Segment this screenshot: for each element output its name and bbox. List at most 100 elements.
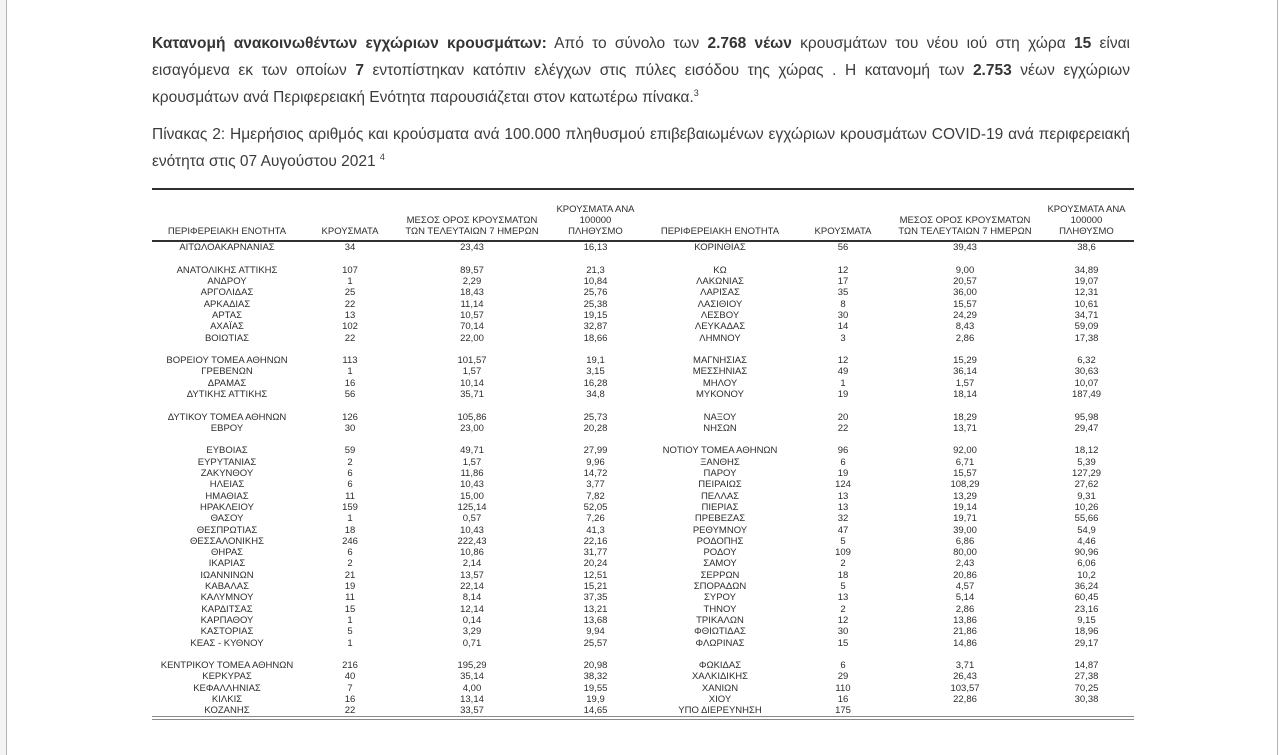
avg-7day-cell (891, 705, 1039, 718)
region-name-cell: ΚΕΦΑΛΛΗΝΙΑΣ (193, 682, 261, 694)
per-100k-cell: 9,94 (586, 626, 605, 638)
avg-7day-cell: 70,14 (460, 321, 484, 333)
table-row: ΑΡΓΟΛΙΔΑΣ 25 18,43 25,76 ΛΑΡΙΣΑΣ 35 36,00 12,31 (152, 287, 1134, 298)
spacer-cell (152, 434, 1134, 445)
table-row: ΔΡΑΜΑΣ 16 10,14 16,28 ΜΗΛΟΥ 1 1,57 10,07 (152, 378, 1134, 389)
per-100k-cell: 19,9 (586, 694, 605, 706)
avg-7day-cell: 23,00 (460, 422, 484, 434)
cases-count-cell: 32 (837, 513, 849, 525)
table-row: ΓΡΕΒΕΝΩΝ 1 1,57 3,15 ΜΕΣΣΗΝΙΑΣ 49 36,14 30,63 (152, 366, 1134, 377)
cases-count-cell: 175 (835, 705, 851, 717)
table-row: ΚΟΖΑΝΗΣ 22 33,57 14,65 ΥΠΟ ΔΙΕΡΕΥΝΗΣΗ 175 (152, 705, 1134, 718)
region-name-cell: ΧΙΟΥ (708, 694, 732, 706)
per-100k-cell: 31,77 (583, 547, 608, 559)
per-100k-cell: 36,24 (1074, 581, 1099, 593)
avg-7day-cell: 14,86 (953, 637, 977, 649)
cases-count-cell: 1 (347, 276, 353, 288)
cases-count-cell: 1 (347, 513, 353, 525)
cases-count-cell: 40 (344, 671, 356, 683)
avg-7day-cell: 0,14 (462, 614, 482, 626)
cases-count-cell: 109 (835, 547, 851, 559)
covid-cases-table: ΠΕΡΙΦΕΡΕΙΑΚΗ ΕΝΟΤΗΤΑ ΚΡΟΥΣΜΑΤΑ ΜΕΣΟΣ ΟΡΟ… (152, 188, 1134, 721)
cases-count-cell: 216 (342, 660, 358, 672)
text-segment: είναι εισαγόμενα εκ των οποίων (152, 35, 1130, 79)
avg-7day-cell: 10,14 (460, 377, 484, 389)
region-name-cell: ΠΕΙΡΑΙΩΣ (698, 479, 742, 491)
per-100k-cell: 23,16 (1074, 603, 1099, 615)
region-name-cell: ΙΚΑΡΙΑΣ (208, 558, 246, 570)
region-name-cell: ΘΕΣΣΑΛΟΝΙΚΗΣ (190, 535, 264, 547)
avg-7day-cell: 1,57 (462, 366, 482, 378)
cases-count-cell: 30 (837, 626, 849, 638)
cases-count-cell: 96 (837, 445, 849, 457)
per-100k-cell: 3,15 (586, 366, 605, 378)
avg-7day-cell: 21,86 (953, 626, 977, 638)
spacer-row (152, 344, 1134, 355)
region-name-cell: ΑΧΑΪΑΣ (210, 321, 244, 333)
cases-count-cell: 159 (342, 501, 358, 513)
avg-7day-cell: 10,43 (460, 479, 484, 491)
per-100k-cell: 18,96 (1074, 626, 1099, 638)
per-100k-cell: 7,82 (586, 490, 605, 502)
per-100k-cell: 27,38 (1074, 671, 1099, 683)
col-header-region-left: ΠΕΡΙΦΕΡΕΙΑΚΗ ΕΝΟΤΗΤΑ (152, 189, 302, 242)
cases-count-cell: 246 (342, 535, 358, 547)
per-100k-cell: 10,26 (1074, 501, 1099, 513)
cases-count-cell: 102 (342, 321, 358, 333)
text-segment: κρουσμάτων του νέου ιού στη χώρα (791, 35, 1074, 52)
avg-7day-cell: 5,14 (955, 592, 975, 604)
per-100k-cell: 20,24 (583, 558, 608, 570)
cases-count-cell: 1 (347, 366, 353, 378)
per-100k-cell: 19,07 (1074, 276, 1099, 288)
avg-7day-cell: 18,43 (460, 287, 484, 299)
avg-7day-cell: 0,57 (462, 513, 482, 525)
text-segment: Πίνακας 2: Ημερήσιος αριθμός και κρούσμα… (152, 126, 1130, 170)
avg-7day-cell: 1,57 (955, 377, 975, 389)
per-100k-cell: 54,9 (1077, 524, 1096, 536)
avg-7day-cell: 80,00 (953, 547, 977, 559)
region-name-cell: ΗΛΕΙΑΣ (209, 479, 245, 491)
cases-count-cell: 6 (840, 456, 846, 468)
spacer-cell (152, 649, 1134, 660)
region-name-cell: ΤΡΙΚΑΛΩΝ (696, 614, 744, 626)
table-row: ΔΥΤΙΚΗΣ ΑΤΤΙΚΗΣ 56 35,71 34,8 ΜΥΚΟΝΟΥ 19 18,14… (152, 389, 1134, 400)
text-segment: εντοπίστηκαν κατόπιν ελέγχων στις πύλες … (363, 62, 973, 79)
per-100k-cell: 17,38 (1074, 332, 1099, 344)
avg-7day-cell: 92,00 (953, 445, 977, 457)
avg-7day-cell: 195,29 (457, 660, 487, 672)
avg-7day-cell: 6,71 (955, 456, 975, 468)
cases-count-cell: 30 (837, 309, 849, 321)
footnote-marker: 4 (379, 151, 385, 162)
region-name-cell: ΑΝΔΡΟΥ (207, 276, 247, 288)
per-100k-cell: 29,47 (1074, 422, 1099, 434)
table-row: ΕΒΡΟΥ 30 23,00 20,28 ΝΗΣΩΝ 22 13,71 29,47 (152, 423, 1134, 434)
per-100k-cell: 25,57 (583, 637, 608, 649)
region-name-cell: ΜΕΣΣΗΝΙΑΣ (692, 366, 748, 378)
cases-count-cell: 20 (837, 411, 849, 423)
cases-count-cell: 13 (837, 592, 849, 604)
region-name-cell: ΚΟΖΑΝΗΣ (204, 705, 250, 717)
per-100k-cell: 7,26 (586, 513, 605, 525)
avg-7day-cell: 13,29 (953, 490, 977, 502)
cases-count-cell: 3 (840, 332, 846, 344)
region-name-cell: ΔΥΤΙΚΟΥ ΤΟΜΕΑ ΑΘΗΝΩΝ (167, 411, 287, 423)
avg-7day-cell: 22,86 (953, 694, 977, 706)
per-100k-cell: 30,38 (1074, 694, 1099, 706)
region-name-cell: ΝΑΞΟΥ (703, 411, 737, 423)
per-100k-cell: 10,2 (1077, 569, 1096, 581)
avg-7day-cell: 49,71 (460, 445, 484, 457)
per-100k-cell: 25,38 (583, 298, 608, 310)
text-segment: Κατανομή ανακοινωθέντων εγχώριων κρουσμά… (152, 35, 547, 52)
cases-count-cell: 124 (835, 479, 851, 491)
intro-paragraph: Κατανομή ανακοινωθέντων εγχώριων κρουσμά… (152, 30, 1130, 111)
cases-count-cell: 13 (837, 490, 849, 502)
avg-7day-cell: 125,14 (457, 501, 487, 513)
region-name-cell: ΚΙΛΚΙΣ (211, 694, 243, 706)
region-name-cell: ΛΕΥΚΑΔΑΣ (694, 321, 746, 333)
per-100k-cell: 19,15 (583, 309, 608, 321)
cases-count-cell: 34 (344, 242, 356, 254)
text-segment: 2.753 (972, 62, 1012, 79)
spacer-cell (152, 400, 1134, 411)
table-row: ΚΙΛΚΙΣ 16 13,14 19,9 ΧΙΟΥ 16 22,86 30,38 (152, 694, 1134, 705)
avg-7day-cell: 22,14 (460, 581, 484, 593)
